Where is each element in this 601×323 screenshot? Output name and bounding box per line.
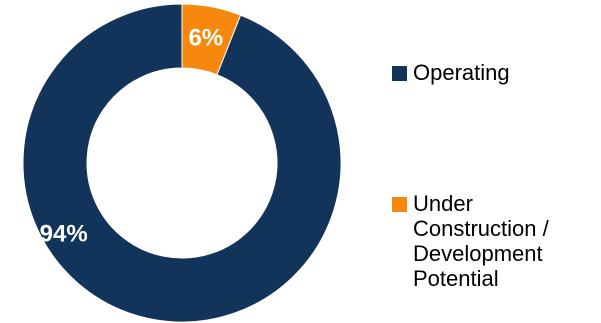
slice-under-construction	[181, 3, 242, 76]
legend-label-line-2: Construction /	[413, 216, 549, 241]
slice-label-under-construction: 6%	[188, 25, 223, 52]
legend-label-line-1: Under	[413, 191, 473, 216]
slice-labels: 94% 6%	[40, 25, 223, 248]
slice-label-operating: 94%	[40, 221, 88, 248]
legend-label-line-3: Development	[413, 241, 543, 266]
chart-legend: Operating Under Construction / Developme…	[392, 60, 597, 291]
slice-operating	[22, 3, 342, 323]
legend-label-operating: Operating	[413, 60, 510, 85]
legend-item-under-construction: Under Construction / Development Potenti…	[392, 191, 549, 291]
legend-item-operating: Operating	[392, 60, 597, 85]
donut-slices	[22, 3, 342, 323]
legend-swatch-operating	[392, 66, 407, 81]
legend-swatch-under-construction	[392, 197, 407, 212]
legend-label-line-4: Potential	[413, 266, 499, 291]
